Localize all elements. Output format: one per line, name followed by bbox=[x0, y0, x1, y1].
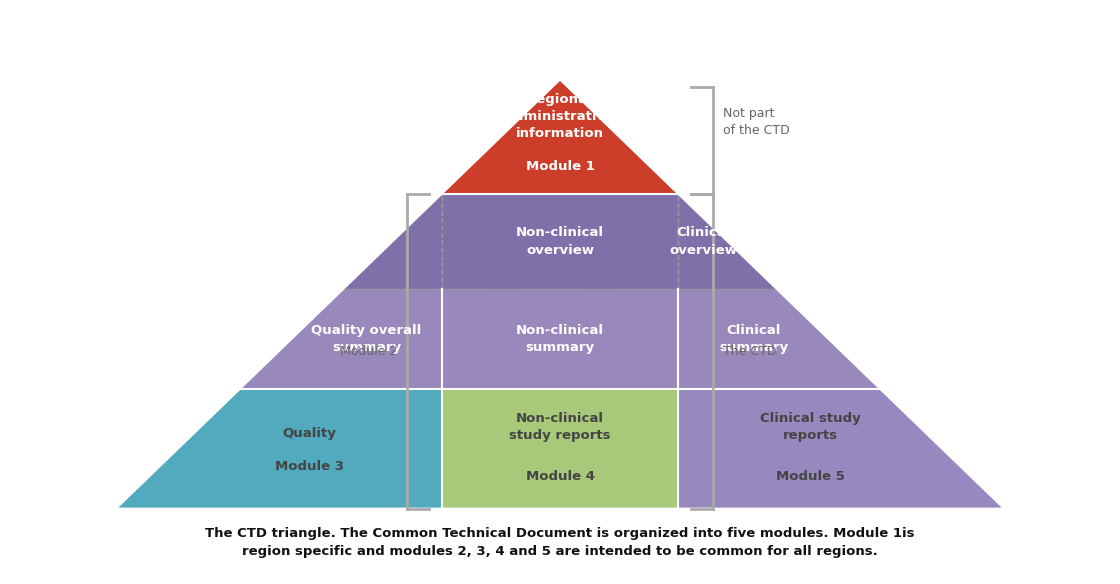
Text: Non-clinical
overview: Non-clinical overview bbox=[516, 227, 604, 256]
Text: The CTD: The CTD bbox=[724, 345, 776, 358]
Polygon shape bbox=[343, 194, 777, 289]
Text: Module 3: Module 3 bbox=[276, 461, 344, 474]
Text: Module 5: Module 5 bbox=[776, 471, 844, 484]
Polygon shape bbox=[240, 289, 442, 389]
Text: Module 1: Module 1 bbox=[525, 160, 595, 173]
Text: Not part
of the CTD: Not part of the CTD bbox=[724, 107, 790, 137]
Polygon shape bbox=[678, 389, 1005, 509]
Text: Clinical
overview: Clinical overview bbox=[669, 227, 737, 256]
Text: Clinical
summary: Clinical summary bbox=[719, 324, 788, 354]
Text: Module 4: Module 4 bbox=[525, 471, 595, 484]
Polygon shape bbox=[441, 79, 679, 194]
Text: Non-clinical
summary: Non-clinical summary bbox=[516, 324, 604, 354]
Polygon shape bbox=[442, 389, 678, 509]
Text: Quality: Quality bbox=[282, 426, 336, 440]
Text: Module 2: Module 2 bbox=[339, 345, 396, 358]
Text: Clinical study
reports: Clinical study reports bbox=[760, 412, 861, 442]
Text: Regional
administrative
information: Regional administrative information bbox=[505, 93, 615, 140]
Text: Non-clinical
study reports: Non-clinical study reports bbox=[510, 412, 610, 442]
Text: The CTD triangle. The Common Technical Document is organized into five modules. : The CTD triangle. The Common Technical D… bbox=[205, 527, 915, 558]
Polygon shape bbox=[115, 389, 442, 509]
Text: Quality overall
summary: Quality overall summary bbox=[311, 324, 421, 354]
Polygon shape bbox=[442, 289, 678, 389]
Polygon shape bbox=[678, 289, 880, 389]
